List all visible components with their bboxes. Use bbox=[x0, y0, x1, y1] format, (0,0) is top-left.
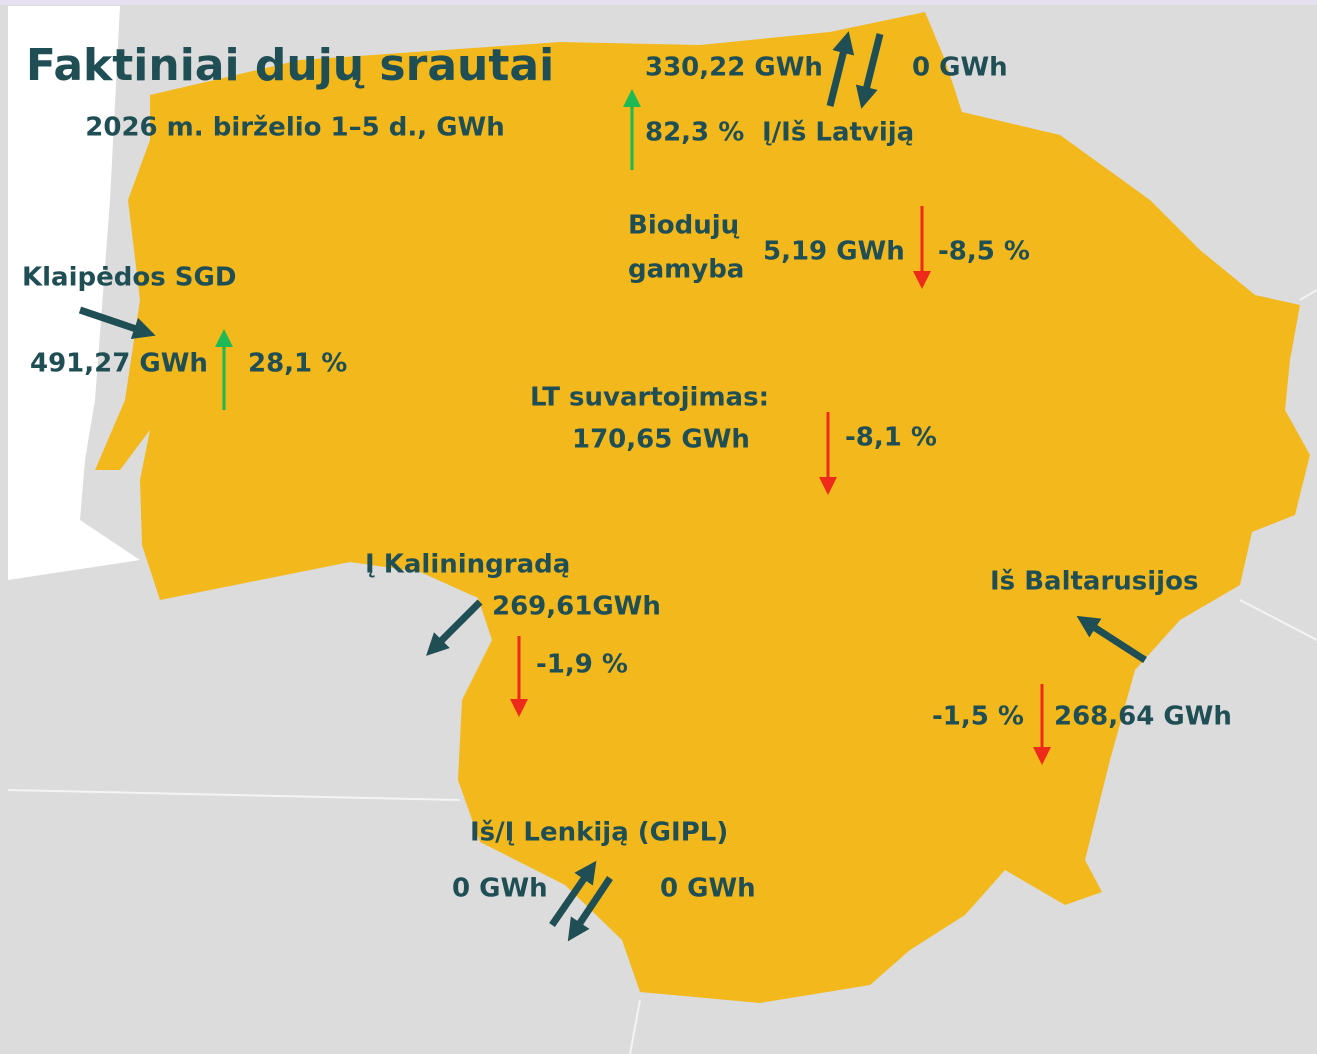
biogas-label: gamyba bbox=[628, 255, 744, 285]
kaliningrad-value: 269,61GWh bbox=[492, 592, 661, 622]
arrow bbox=[549, 860, 597, 927]
poland-out: 0 GWh bbox=[660, 874, 756, 904]
title: Faktiniai dujų srautai bbox=[26, 40, 554, 91]
top-strip bbox=[0, 0, 1317, 5]
border-lines bbox=[7, 289, 1317, 1054]
latvia-label: Į/Iš Latviją bbox=[762, 118, 914, 148]
subtitle: 2026 m. birželio 1–5 d., GWh bbox=[85, 113, 504, 143]
belarus-label: Iš Baltarusijos bbox=[990, 567, 1198, 597]
klaipeda-label: Klaipėdos SGD bbox=[22, 263, 236, 293]
belarus-value: 268,64 GWh bbox=[1054, 702, 1232, 732]
biogas-change: -8,5 % bbox=[938, 237, 1030, 267]
lithuania bbox=[95, 12, 1310, 1003]
kaliningrad-change: -1,9 % bbox=[536, 650, 628, 680]
biogas-label: Biodujų bbox=[628, 211, 740, 241]
consumption-label: LT suvartojimas: bbox=[530, 383, 769, 413]
biogas-value: 5,19 GWh bbox=[763, 237, 905, 267]
arrow bbox=[855, 33, 884, 109]
arrow bbox=[78, 306, 156, 340]
latvia-in: 330,22 GWh bbox=[645, 53, 823, 83]
latvia-change: 82,3 % bbox=[645, 118, 744, 148]
arrow bbox=[567, 876, 613, 942]
latvia-out: 0 GWh bbox=[912, 53, 1008, 83]
poland-in: 0 GWh bbox=[452, 874, 548, 904]
sea bbox=[8, 6, 140, 580]
consumption-value: 170,65 GWh bbox=[572, 425, 750, 455]
klaipeda-value: 491,27 GWh bbox=[30, 349, 208, 379]
poland-label: Iš/Į Lenkiją (GIPL) bbox=[470, 818, 728, 848]
consumption-change: -8,1 % bbox=[845, 423, 937, 453]
arrow bbox=[1076, 615, 1147, 663]
arrow bbox=[826, 31, 855, 107]
belarus-change: -1,5 % bbox=[932, 702, 1024, 732]
klaipeda-change: 28,1 % bbox=[248, 349, 347, 379]
kaliningrad-label: Į Kaliningradą bbox=[365, 550, 570, 580]
arrow bbox=[426, 599, 483, 656]
